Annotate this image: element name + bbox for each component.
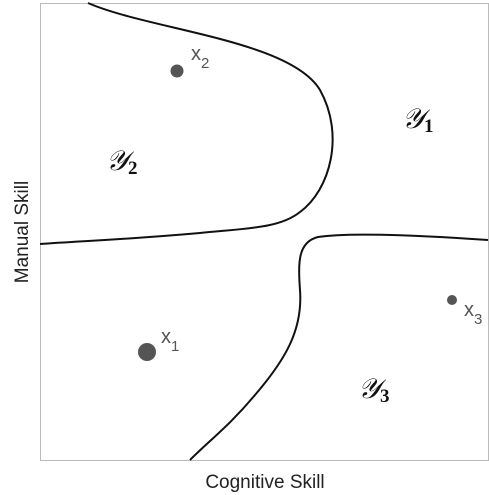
point-marker bbox=[138, 343, 156, 361]
point-label-subscript: 3 bbox=[474, 311, 482, 328]
region-label: 𝒴2 bbox=[106, 144, 137, 179]
point-label: x3 bbox=[464, 299, 482, 328]
point-marker bbox=[170, 64, 184, 78]
point-label-text: x bbox=[464, 299, 474, 321]
region-label: 𝒴3 bbox=[358, 372, 389, 407]
point-label-text: x bbox=[161, 326, 171, 348]
boundary-curve bbox=[39, 2, 334, 245]
y-axis-label: Manual Skill bbox=[12, 181, 33, 283]
boundary-curve bbox=[189, 233, 489, 461]
x-axis-label: Cognitive Skill bbox=[205, 472, 324, 493]
point-label-subscript: 1 bbox=[171, 338, 179, 355]
point-label: x2 bbox=[191, 43, 209, 72]
region-subscript: 3 bbox=[380, 386, 390, 407]
point-label: x1 bbox=[161, 326, 179, 355]
region-subscript: 1 bbox=[424, 116, 434, 137]
point-label-text: x bbox=[191, 43, 201, 65]
point-label-subscript: 2 bbox=[201, 55, 209, 72]
point-marker bbox=[447, 295, 457, 305]
region-subscript: 2 bbox=[128, 158, 138, 179]
region-label: 𝒴1 bbox=[402, 102, 433, 137]
plot-frame bbox=[40, 3, 489, 461]
